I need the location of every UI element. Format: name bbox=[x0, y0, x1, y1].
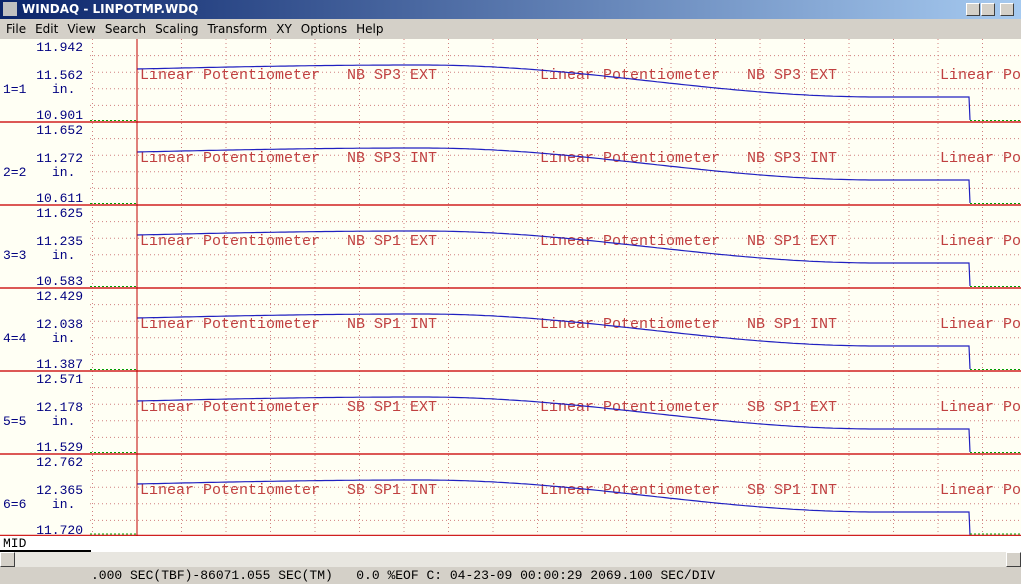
menu-item[interactable]: Transform bbox=[207, 22, 268, 36]
menu-item[interactable]: Search bbox=[104, 22, 147, 36]
scale-bottom: 10.901 bbox=[36, 108, 83, 123]
window-title: WINDAQ - LINPOTMP.WDQ bbox=[22, 2, 199, 16]
menu-item[interactable]: View bbox=[67, 22, 96, 36]
trace bbox=[136, 230, 971, 287]
status-mode: MID bbox=[0, 536, 91, 552]
waveform-display: 11.942 11.562 1=1 in. 10.901 Linear Potentiom… bbox=[0, 39, 1021, 536]
scale-top: 11.652 bbox=[36, 123, 83, 138]
menu-item[interactable]: Options bbox=[300, 22, 348, 36]
scale-top: 11.942 bbox=[36, 40, 83, 55]
status-bar: MID .000 SEC(TBF)-86071.055 SEC(TM) 0.0 … bbox=[0, 536, 1021, 583]
channel-annotation: Linear Potentiometer NB SP1 EXT bbox=[540, 233, 837, 250]
menu-bar: File Edit View Search Scaling Transform XY Opti… bbox=[0, 19, 1021, 39]
channel-annotation: Linear Potentiometer SB SP1 INT bbox=[940, 482, 1021, 499]
channel-label: 6=6 bbox=[3, 497, 26, 512]
trace bbox=[136, 147, 971, 204]
scroll-left[interactable] bbox=[0, 552, 15, 567]
channel-annotation: Linear Potentiometer SB SP1 EXT bbox=[140, 399, 437, 416]
menu-item[interactable]: Help bbox=[356, 22, 384, 36]
scale-mid: 11.272 bbox=[36, 151, 83, 166]
channel-annotation: Linear Potentiometer SB SP1 INT bbox=[140, 482, 437, 499]
channel-annotation: Linear Potentiometer NB SP1 EXT bbox=[940, 233, 1021, 250]
channel-units: in. bbox=[52, 497, 75, 512]
app-icon bbox=[3, 2, 17, 16]
scale-bottom: 11.720 bbox=[36, 523, 83, 536]
close-button[interactable] bbox=[1000, 3, 1014, 16]
scale-top: 12.762 bbox=[36, 455, 83, 470]
scale-mid: 12.178 bbox=[36, 400, 83, 415]
menu-item[interactable]: Scaling bbox=[155, 22, 199, 36]
channel-annotation: Linear Potentiometer NB SP1 INT bbox=[140, 316, 437, 333]
status-text: .000 SEC(TBF)-86071.055 SEC(TM) 0.0 %EOF… bbox=[91, 568, 716, 583]
channel-annotation: Linear Potentiometer NB SP3 INT bbox=[940, 150, 1021, 167]
trace bbox=[136, 396, 971, 453]
scale-top: 12.429 bbox=[36, 289, 83, 304]
scale-bottom: 11.387 bbox=[36, 357, 83, 372]
channel-annotation: Linear Potentiometer NB SP3 INT bbox=[140, 150, 437, 167]
channel-annotation: Linear Potentiometer NB SP3 INT bbox=[540, 150, 837, 167]
channel-annotation: Linear Potentiometer NB SP1 INT bbox=[540, 316, 837, 333]
maximize-button[interactable] bbox=[981, 3, 995, 16]
channel-units: in. bbox=[52, 82, 75, 97]
channel-units: in. bbox=[52, 248, 75, 263]
channel-annotation: Linear Potentiometer NB SP1 EXT bbox=[140, 233, 437, 250]
trace bbox=[136, 313, 971, 370]
channel-units: in. bbox=[52, 414, 75, 429]
scale-top: 11.625 bbox=[36, 206, 83, 221]
menu-item[interactable]: Edit bbox=[35, 22, 59, 36]
channel-label: 3=3 bbox=[3, 248, 26, 263]
channel-annotation: Linear Potentiometer SB SP1 INT bbox=[540, 482, 837, 499]
channel-units: in. bbox=[52, 331, 75, 346]
scale-top: 12.571 bbox=[36, 372, 83, 387]
channel-annotation: Linear Potentiometer SB SP1 EXT bbox=[540, 399, 837, 416]
scale-bottom: 10.583 bbox=[36, 274, 83, 289]
channel-label: 2=2 bbox=[3, 165, 26, 180]
trace bbox=[136, 64, 971, 121]
menu-item[interactable]: XY bbox=[276, 22, 292, 36]
scroll-right[interactable] bbox=[1006, 552, 1021, 567]
channel-annotation: Linear Potentiometer NB SP3 EXT bbox=[540, 67, 837, 84]
channel-annotation: Linear Potentiometer NB SP3 EXT bbox=[140, 67, 437, 84]
scale-bottom: 10.611 bbox=[36, 191, 83, 206]
channel-label: 5=5 bbox=[3, 414, 26, 429]
channel-units: in. bbox=[52, 165, 75, 180]
channel-annotation: Linear Potentiometer NB SP3 EXT bbox=[940, 67, 1021, 84]
menu-item[interactable]: File bbox=[6, 22, 27, 36]
channel-label: 1=1 bbox=[3, 82, 27, 97]
scale-bottom: 11.529 bbox=[36, 440, 83, 455]
minimize-button[interactable] bbox=[966, 3, 980, 16]
scale-mid: 12.365 bbox=[36, 483, 83, 498]
trace bbox=[136, 479, 971, 536]
horizontal-scrollbar[interactable] bbox=[0, 552, 1021, 567]
scale-mid: 12.038 bbox=[36, 317, 83, 332]
scale-mid: 11.562 bbox=[36, 68, 83, 83]
channel-annotation: Linear Potentiometer NB SP1 INT bbox=[940, 316, 1021, 333]
title-bar: WINDAQ - LINPOTMP.WDQ bbox=[0, 0, 1021, 19]
scale-mid: 11.235 bbox=[36, 234, 83, 249]
channel-label: 4=4 bbox=[3, 331, 27, 346]
channel-annotation: Linear Potentiometer SB SP1 EXT bbox=[940, 399, 1021, 416]
